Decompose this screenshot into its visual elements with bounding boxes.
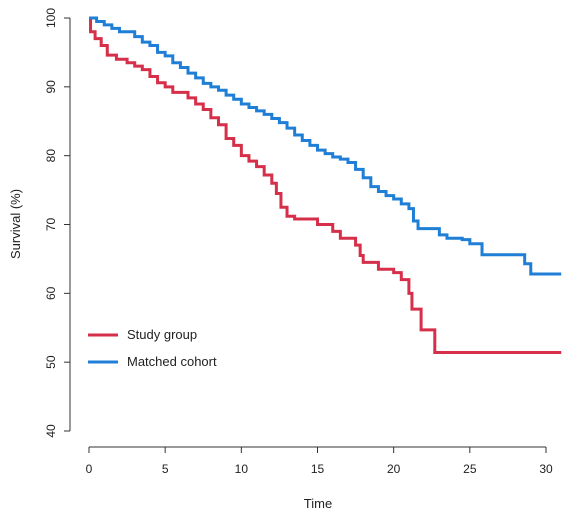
y-tick-label: 60 bbox=[44, 286, 58, 300]
x-tick-label: 20 bbox=[387, 462, 401, 476]
axes: 0 5 10 15 20 25 30 40 50 60 70 80 90 100 bbox=[44, 8, 553, 476]
y-tick-label: 40 bbox=[44, 424, 58, 438]
x-tick-label: 30 bbox=[539, 462, 553, 476]
x-tick-label: 25 bbox=[463, 462, 477, 476]
y-tick-label: 70 bbox=[44, 218, 58, 232]
y-tick-label: 50 bbox=[44, 355, 58, 369]
series-line-matched-cohort bbox=[89, 16, 562, 276]
legend-label: Study group bbox=[127, 327, 197, 342]
series-layer bbox=[89, 16, 562, 355]
x-tick-label: 10 bbox=[235, 462, 249, 476]
legend-label: Matched cohort bbox=[127, 354, 217, 369]
y-tick-label: 80 bbox=[44, 149, 58, 163]
x-tick-label: 0 bbox=[86, 462, 93, 476]
y-axis-label: Survival (%) bbox=[8, 189, 23, 259]
legend: Study group Matched cohort bbox=[88, 327, 217, 369]
y-tick-label: 90 bbox=[44, 80, 58, 94]
x-axis-label: Time bbox=[304, 496, 332, 511]
x-tick-label: 15 bbox=[311, 462, 325, 476]
series-line-study-group bbox=[89, 16, 562, 355]
x-tick-label: 5 bbox=[162, 462, 169, 476]
y-tick-label: 100 bbox=[44, 8, 58, 28]
